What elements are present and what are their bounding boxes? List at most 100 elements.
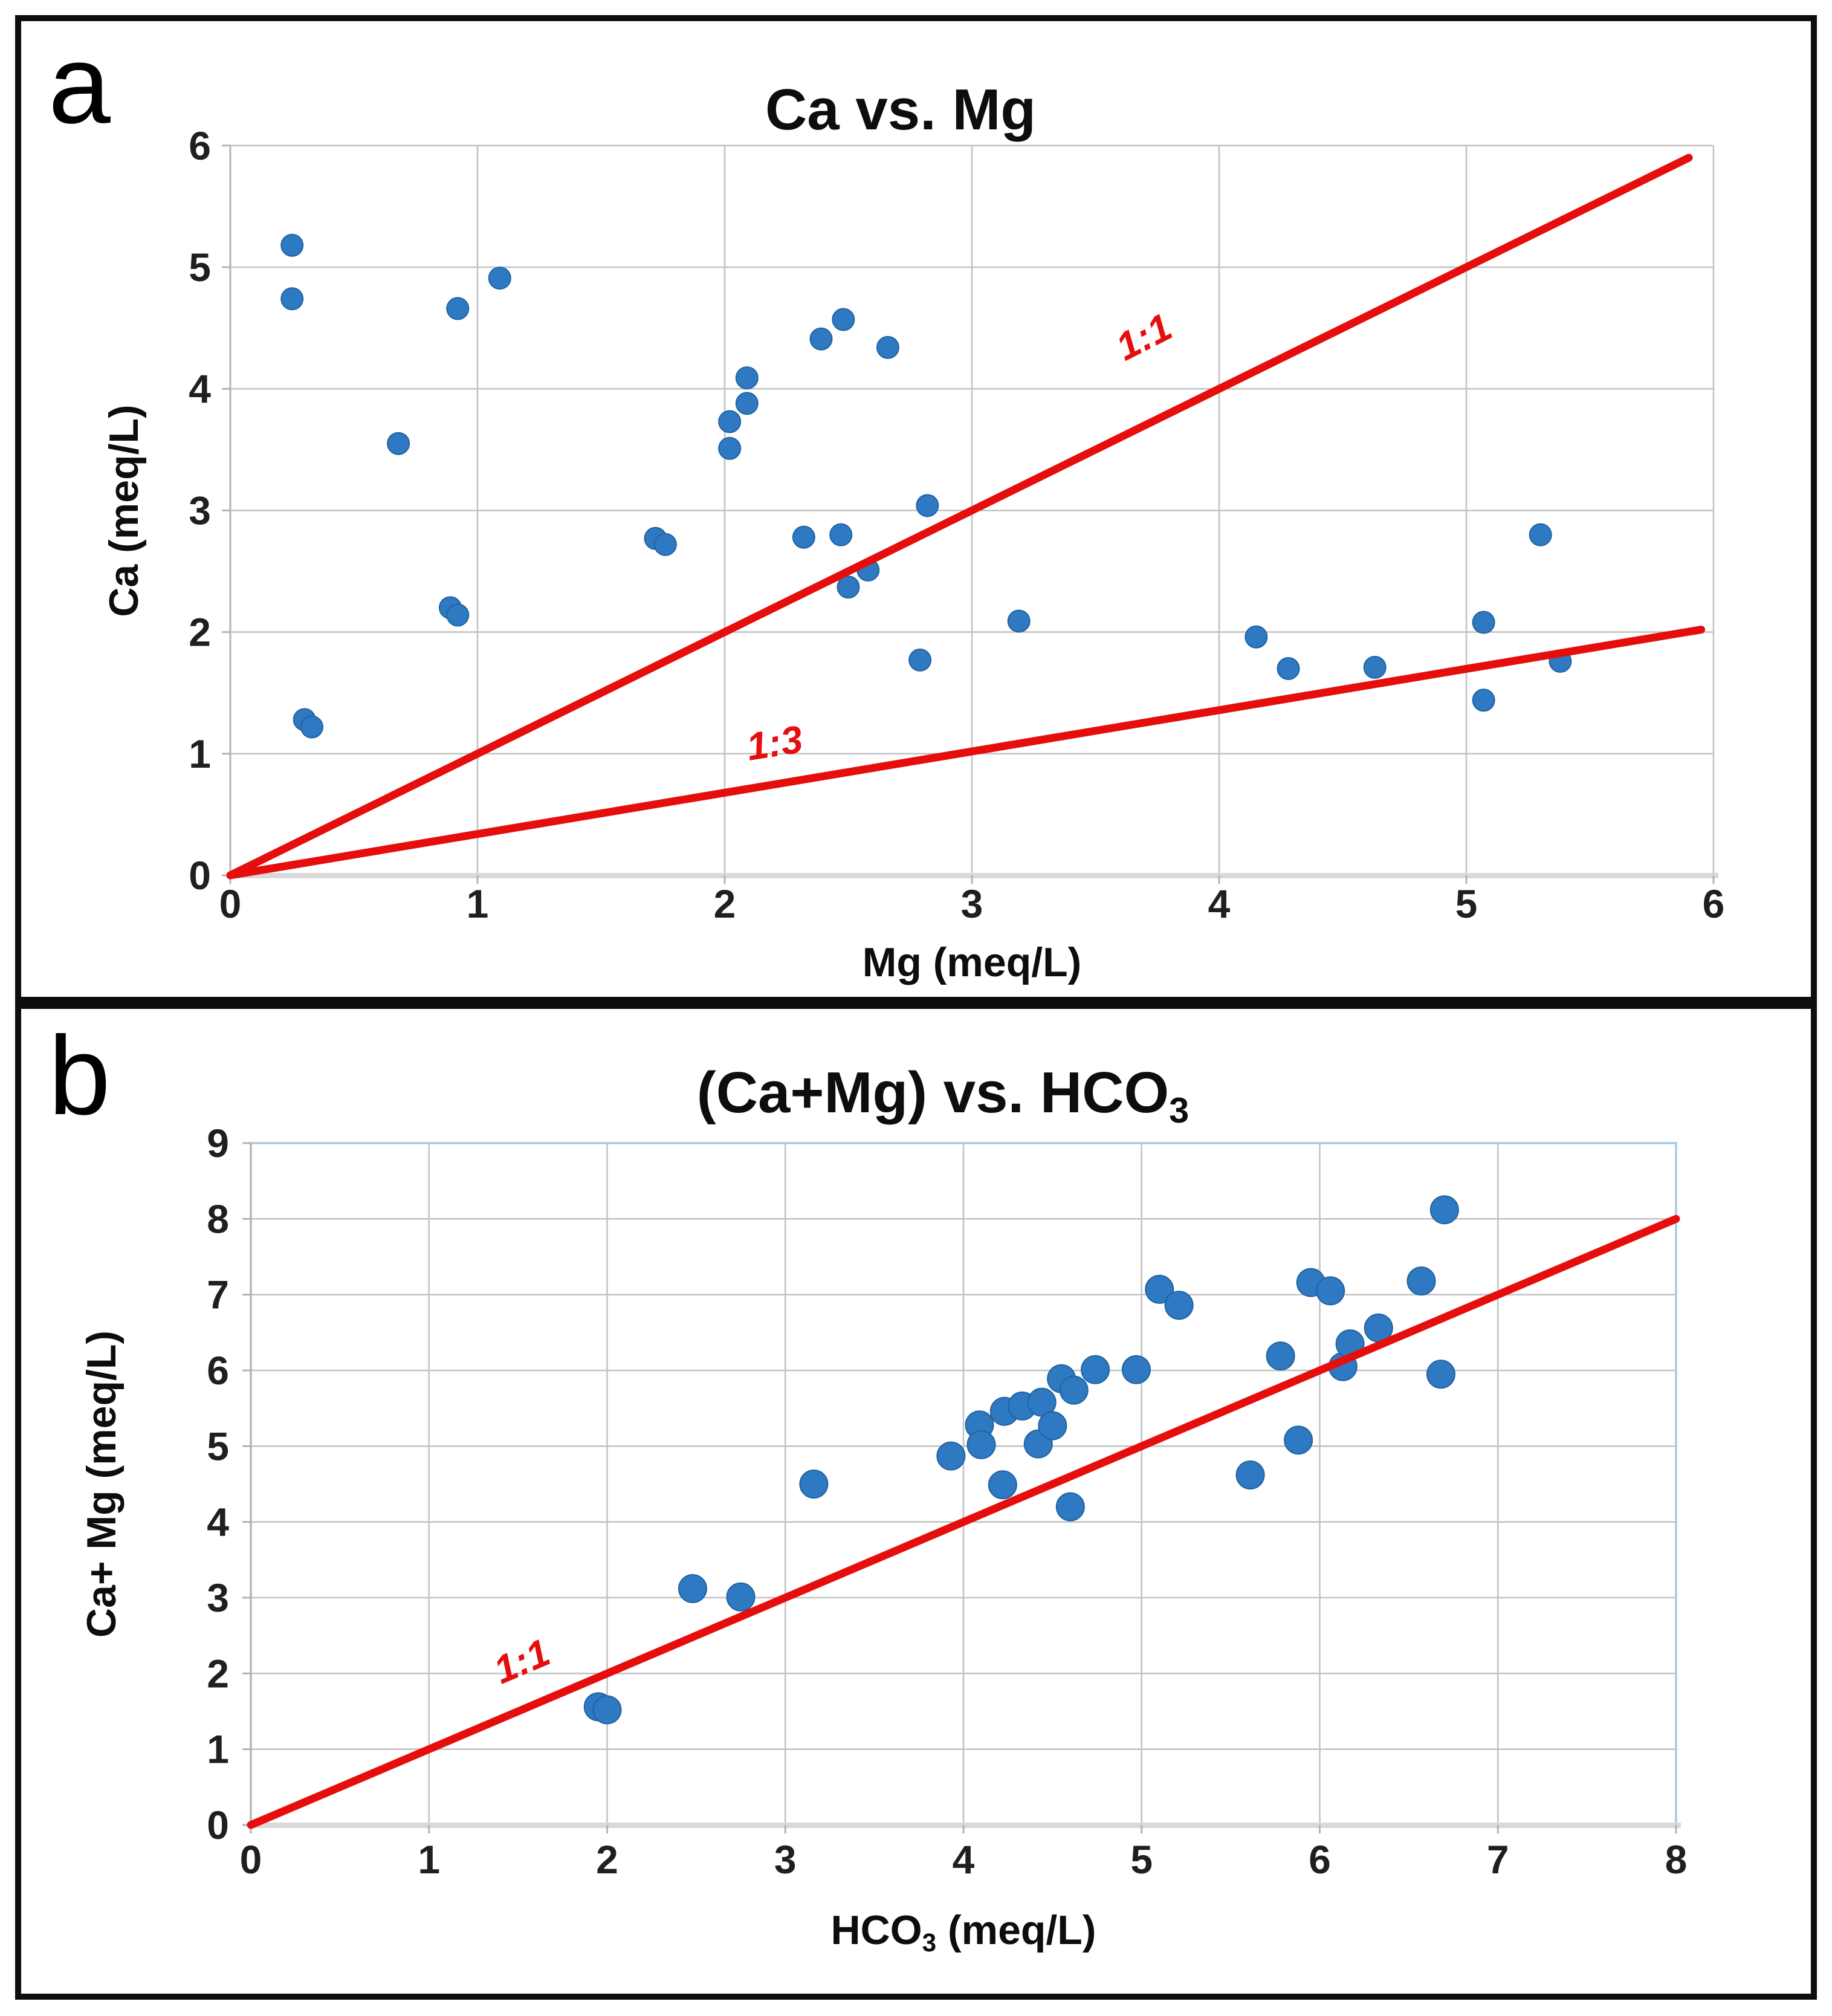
y-tick-label: 1 (189, 731, 211, 776)
data-point (876, 335, 899, 359)
data-point (916, 494, 939, 517)
y-tick-label: 5 (189, 245, 211, 290)
reference-line (247, 1214, 1680, 1829)
data-point (446, 297, 470, 320)
chart-a-plot: 1:1 1:3 0 1 2 3 4 5 6 0 1 2 3 4 5 6 (189, 123, 1724, 926)
chart-a-y-axis-title: Ca (meq/L) (101, 404, 147, 617)
data-point (1007, 609, 1031, 633)
x-tick-label: 5 (1455, 881, 1478, 926)
x-tick-label: 7 (1487, 1837, 1509, 1882)
data-point (678, 1574, 707, 1603)
chart-a-title-text: Ca vs. Mg (765, 77, 1037, 142)
y-tick-label: 6 (207, 1348, 229, 1393)
y-tick-label: 6 (189, 123, 211, 168)
panel-b-frame (15, 1003, 1817, 2000)
data-point (1406, 1266, 1436, 1296)
x-tick-label: 0 (240, 1837, 262, 1882)
data-point (1059, 1375, 1089, 1405)
data-point (300, 715, 323, 739)
data-point (799, 1470, 829, 1499)
chart-b-x-axis-title: HCO3 (meq/L) (831, 1907, 1096, 1957)
x-tick-label: 6 (1309, 1837, 1331, 1882)
y-tick-label: 9 (207, 1121, 229, 1165)
data-point (966, 1430, 996, 1459)
data-point (1426, 1360, 1455, 1389)
data-point (829, 523, 853, 546)
data-point (1081, 1355, 1110, 1384)
y-tick-label: 0 (207, 1803, 229, 1847)
data-point (1055, 1492, 1085, 1522)
data-point (280, 233, 304, 257)
y-tick-label: 4 (189, 366, 211, 411)
data-point (1529, 523, 1552, 546)
data-point (936, 1441, 966, 1471)
data-point (387, 432, 410, 455)
x-tick-label: 6 (1703, 881, 1725, 926)
y-tick-label: 0 (189, 853, 211, 898)
data-point (735, 366, 759, 390)
panel-b-corner-label: b (48, 1014, 111, 1138)
x-tick-label: 2 (714, 881, 736, 926)
chart-b-x-axis-title-subscript: 3 (922, 1928, 937, 1957)
y-tick-label: 2 (207, 1651, 229, 1696)
data-point (837, 575, 860, 599)
data-point (832, 308, 855, 331)
x-tick-label: 3 (774, 1837, 797, 1882)
x-tick-label: 4 (953, 1837, 975, 1882)
panel-a-frame (15, 15, 1817, 1003)
chart-b-title: (Ca+Mg) vs. HCO3 (697, 1060, 1190, 1131)
reference-line (226, 154, 1693, 880)
data-point (1245, 625, 1268, 649)
data-point (735, 392, 759, 415)
data-point (1164, 1291, 1194, 1320)
data-point (1266, 1341, 1295, 1371)
x-tick-label: 1 (418, 1837, 440, 1882)
data-point (809, 327, 833, 351)
data-point (1472, 611, 1495, 634)
y-tick-label: 4 (207, 1500, 229, 1544)
data-point (1284, 1425, 1313, 1455)
data-point (988, 1470, 1017, 1500)
data-point (908, 648, 932, 672)
data-point (1363, 655, 1387, 679)
chart-a-x-axis-title: Mg (meq/L) (862, 939, 1082, 985)
data-point (488, 267, 511, 290)
data-point (1235, 1460, 1265, 1489)
data-point (1145, 1274, 1174, 1304)
y-tick-label: 3 (207, 1575, 229, 1620)
x-tick-label: 8 (1665, 1837, 1688, 1882)
x-tick-label: 5 (1130, 1837, 1153, 1882)
y-tick-label: 7 (207, 1272, 229, 1317)
y-tick-label: 5 (207, 1424, 229, 1468)
data-point (792, 525, 815, 549)
data-point (1316, 1276, 1345, 1306)
chart-b-x-axis-title-main: HCO (830, 1907, 922, 1954)
data-point (280, 287, 304, 311)
data-point (1121, 1355, 1151, 1384)
data-point (1038, 1411, 1067, 1441)
x-tick-label: 2 (596, 1837, 618, 1882)
reference-line-label: 1:1 (1109, 305, 1179, 369)
data-point (718, 410, 742, 433)
y-tick-label: 8 (207, 1196, 229, 1241)
x-tick-label: 4 (1208, 881, 1231, 926)
reference-line (226, 626, 1706, 880)
x-tick-label: 1 (467, 881, 489, 926)
chart-b-title-subscript: 3 (1169, 1089, 1190, 1130)
data-point (726, 1582, 756, 1612)
x-axis-line (248, 1823, 1681, 1828)
data-point (653, 533, 677, 556)
chart-b-x-axis-title-rest: (meq/L) (936, 1907, 1096, 1954)
chart-a-title: Ca vs. Mg (765, 77, 1036, 143)
data-point (1277, 656, 1300, 680)
x-tick-label: 0 (219, 881, 242, 926)
y-tick-label: 1 (207, 1727, 229, 1772)
data-point (1472, 689, 1495, 712)
reference-line-label: 1:3 (743, 717, 806, 769)
data-point (718, 436, 742, 460)
panel-a-corner-label: a (48, 22, 111, 147)
chart-b-title-main: (Ca+Mg) vs. HCO (696, 1060, 1170, 1126)
chart-b-y-axis-title: Ca+ Mg (meq/L) (79, 1330, 125, 1638)
data-point (1429, 1195, 1459, 1225)
